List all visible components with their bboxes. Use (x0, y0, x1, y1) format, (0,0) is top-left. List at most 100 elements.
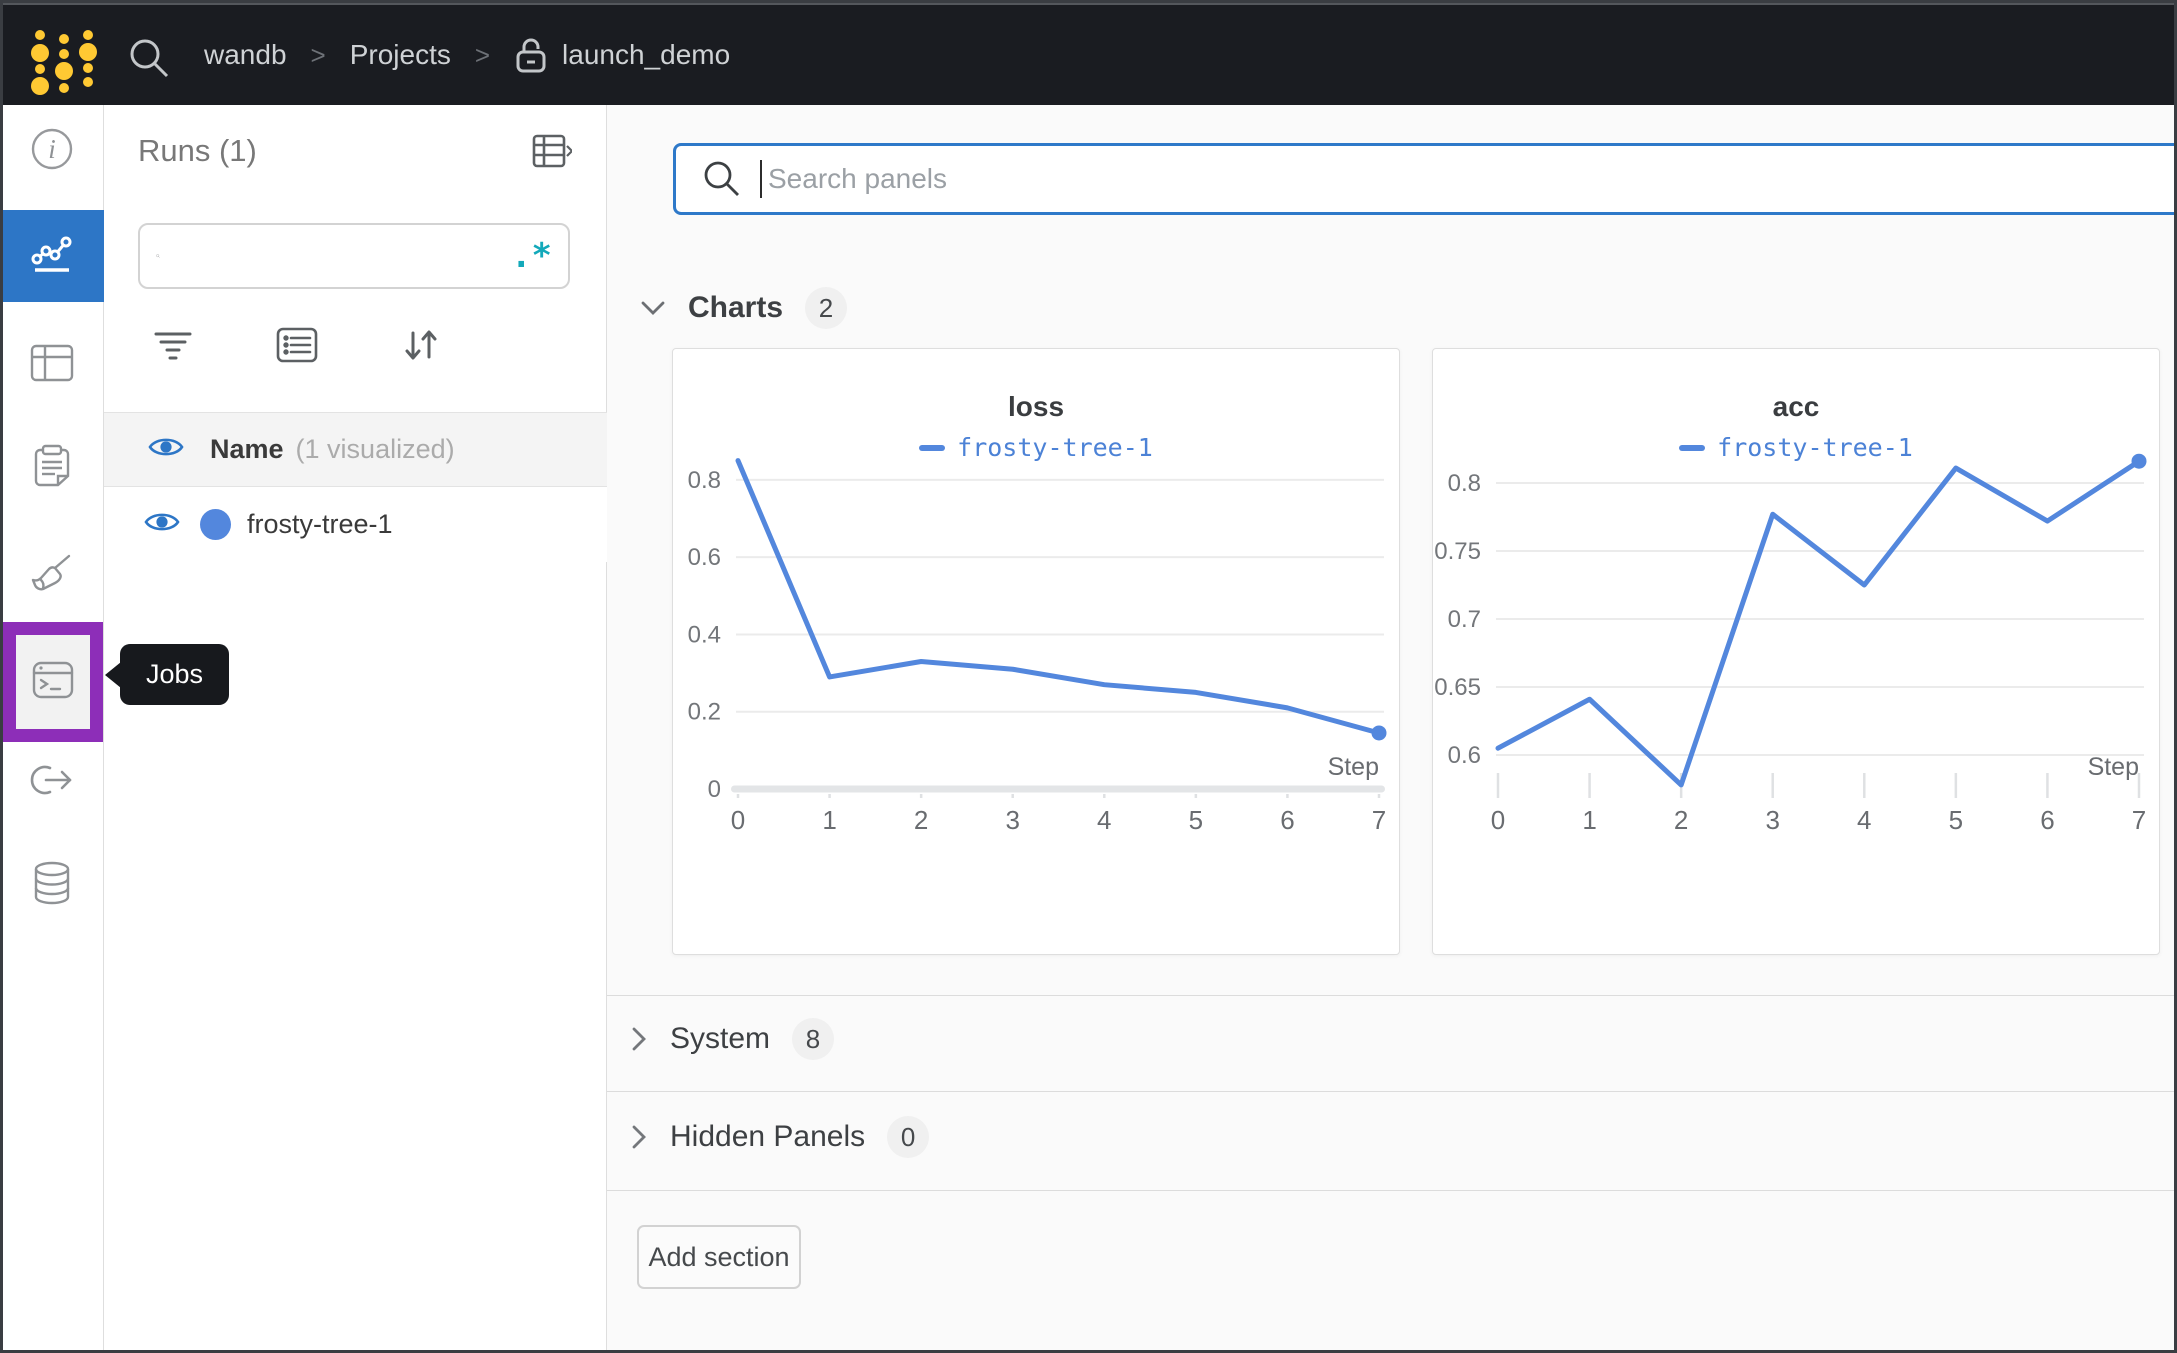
chart-legend: frosty-tree-1 (673, 433, 1399, 462)
section-header-system[interactable]: System 8 (630, 1018, 835, 1060)
legend-dash-icon (919, 444, 946, 451)
sidebar-item-launch[interactable] (0, 736, 104, 828)
section-label: Charts (688, 291, 784, 324)
section-header-charts[interactable]: Charts 2 (640, 287, 848, 329)
svg-text:3: 3 (1005, 805, 1019, 835)
svg-text:0.8: 0.8 (1448, 470, 1481, 497)
svg-text:0.6: 0.6 (688, 544, 721, 571)
svg-text:2: 2 (1674, 805, 1688, 835)
svg-text:0.7: 0.7 (1448, 606, 1481, 633)
svg-text:7: 7 (2132, 805, 2146, 835)
add-section-button[interactable]: Add section (637, 1225, 801, 1289)
svg-text:0.2: 0.2 (688, 699, 721, 726)
breadcrumb-projects[interactable]: Projects (349, 39, 451, 70)
global-search-icon[interactable] (126, 35, 172, 86)
group-runs-button[interactable] (242, 327, 352, 363)
section-divider (607, 1190, 2177, 1191)
broom-icon (29, 551, 75, 600)
svg-text:i: i (48, 134, 56, 164)
section-count-badge: 0 (887, 1116, 930, 1158)
sidebar-nav: i (0, 105, 104, 1353)
breadcrumb-separator: > (474, 39, 491, 70)
chevron-right-icon (632, 1125, 646, 1149)
acc-chart-plot: 0.6 0.65 0.7 0.75 0.8 0 1 2 3 4 5 6 7 Step (1434, 453, 2147, 835)
svg-text:0.6: 0.6 (1448, 742, 1481, 769)
legend-dash-icon (1679, 444, 1706, 451)
breadcrumb-separator: > (310, 39, 326, 70)
topbar: wandb > Projects > launch_demo (0, 0, 2177, 105)
section-count-badge: 2 (805, 287, 848, 329)
breadcrumb-project-name[interactable]: launch_demo (562, 39, 731, 70)
workspace-main: Charts 2 0 0.2 0.4 0.6 0.8 0 1 2 3 4 5 6 7 Step loss … (607, 105, 2177, 1353)
filter-runs-button[interactable] (118, 327, 228, 363)
sidebar-item-artifacts[interactable] (0, 839, 104, 931)
sidebar-item-runs-table[interactable] (0, 319, 104, 411)
lock-icon (514, 35, 548, 75)
chevron-right-icon (632, 1027, 646, 1051)
section-label: System (670, 1022, 771, 1055)
run-row[interactable]: frosty-tree-1 (104, 487, 607, 562)
search-panels-input[interactable] (762, 163, 2177, 195)
svg-text:Step: Step (2088, 753, 2139, 781)
section-divider (607, 995, 2177, 996)
search-panels-box (673, 143, 2177, 215)
breadcrumb: wandb > Projects > launch_demo (204, 5, 730, 105)
svg-text:5: 5 (1189, 805, 1203, 835)
runs-name-header[interactable]: Name (1 visualized) (104, 412, 607, 487)
section-label: Hidden Panels (670, 1120, 866, 1153)
eye-visibility-icon[interactable] (144, 510, 180, 539)
svg-text:5: 5 (1949, 805, 1963, 835)
jobs-tooltip-label: Jobs (146, 659, 204, 689)
expand-runs-table-button[interactable] (532, 133, 572, 169)
section-count-badge: 8 (792, 1018, 835, 1060)
section-header-hidden-panels[interactable]: Hidden Panels 0 (630, 1116, 930, 1158)
section-divider (607, 1091, 2177, 1092)
clipboard-icon (31, 443, 73, 494)
svg-text:4: 4 (1857, 805, 1871, 835)
chart-panel-loss[interactable]: 0 0.2 0.4 0.6 0.8 0 1 2 3 4 5 6 7 Step loss frosty-tr… (672, 348, 1400, 955)
runs-panel-title: Runs (1) (138, 133, 257, 168)
svg-text:Step: Step (1328, 753, 1379, 781)
terminal-jobs-icon (30, 659, 76, 706)
chart-panel-acc[interactable]: 0.6 0.65 0.7 0.75 0.8 0 1 2 3 4 5 6 7 Step acc frosty… (1432, 348, 2160, 955)
jobs-tooltip: Jobs (104, 644, 230, 705)
sidebar-item-sweeps[interactable] (0, 529, 104, 621)
chart-title: acc (1772, 391, 1820, 422)
sidebar-item-logs[interactable] (0, 422, 104, 514)
sidebar-item-workspace[interactable] (0, 210, 104, 302)
wandb-logo-icon[interactable] (22, 13, 104, 108)
sort-runs-button[interactable] (366, 327, 476, 363)
svg-text:1: 1 (822, 805, 836, 835)
run-color-dot (200, 509, 231, 540)
svg-text:0.8: 0.8 (688, 467, 721, 494)
svg-text:4: 4 (1097, 805, 1111, 835)
svg-text:0.65: 0.65 (1434, 674, 1481, 701)
runs-search-box: .* (138, 223, 570, 289)
line-chart-icon (29, 231, 75, 282)
sidebar-item-jobs[interactable] (16, 635, 90, 729)
svg-text:0: 0 (1491, 805, 1505, 835)
svg-text:0: 0 (708, 776, 721, 803)
legend-run-label: frosty-tree-1 (1717, 433, 1913, 462)
visualized-count-label: (1 visualized) (295, 434, 455, 464)
sidebar-item-overview[interactable]: i (0, 105, 104, 197)
svg-text:7: 7 (1372, 805, 1386, 835)
database-icon (31, 860, 73, 911)
breadcrumb-entity[interactable]: wandb (204, 39, 287, 70)
svg-text:2: 2 (914, 805, 928, 835)
run-name-label[interactable]: frosty-tree-1 (247, 509, 393, 539)
loss-chart-plot: 0 0.2 0.4 0.6 0.8 0 1 2 3 4 5 6 7 Step (688, 458, 1387, 835)
table-icon (29, 343, 75, 388)
svg-text:0.4: 0.4 (688, 621, 721, 648)
legend-run-label: frosty-tree-1 (957, 433, 1153, 462)
regex-toggle-button[interactable]: .* (511, 236, 552, 276)
eye-visibility-icon[interactable] (148, 435, 184, 464)
svg-text:0.75: 0.75 (1434, 538, 1481, 565)
chart-legend: frosty-tree-1 (1433, 433, 2159, 462)
runs-search-input[interactable] (160, 225, 512, 287)
text-caret (760, 160, 762, 198)
chevron-down-icon (641, 301, 665, 315)
chart-title: loss (1007, 391, 1065, 422)
runs-panel: Runs (1) .* (104, 105, 607, 1353)
